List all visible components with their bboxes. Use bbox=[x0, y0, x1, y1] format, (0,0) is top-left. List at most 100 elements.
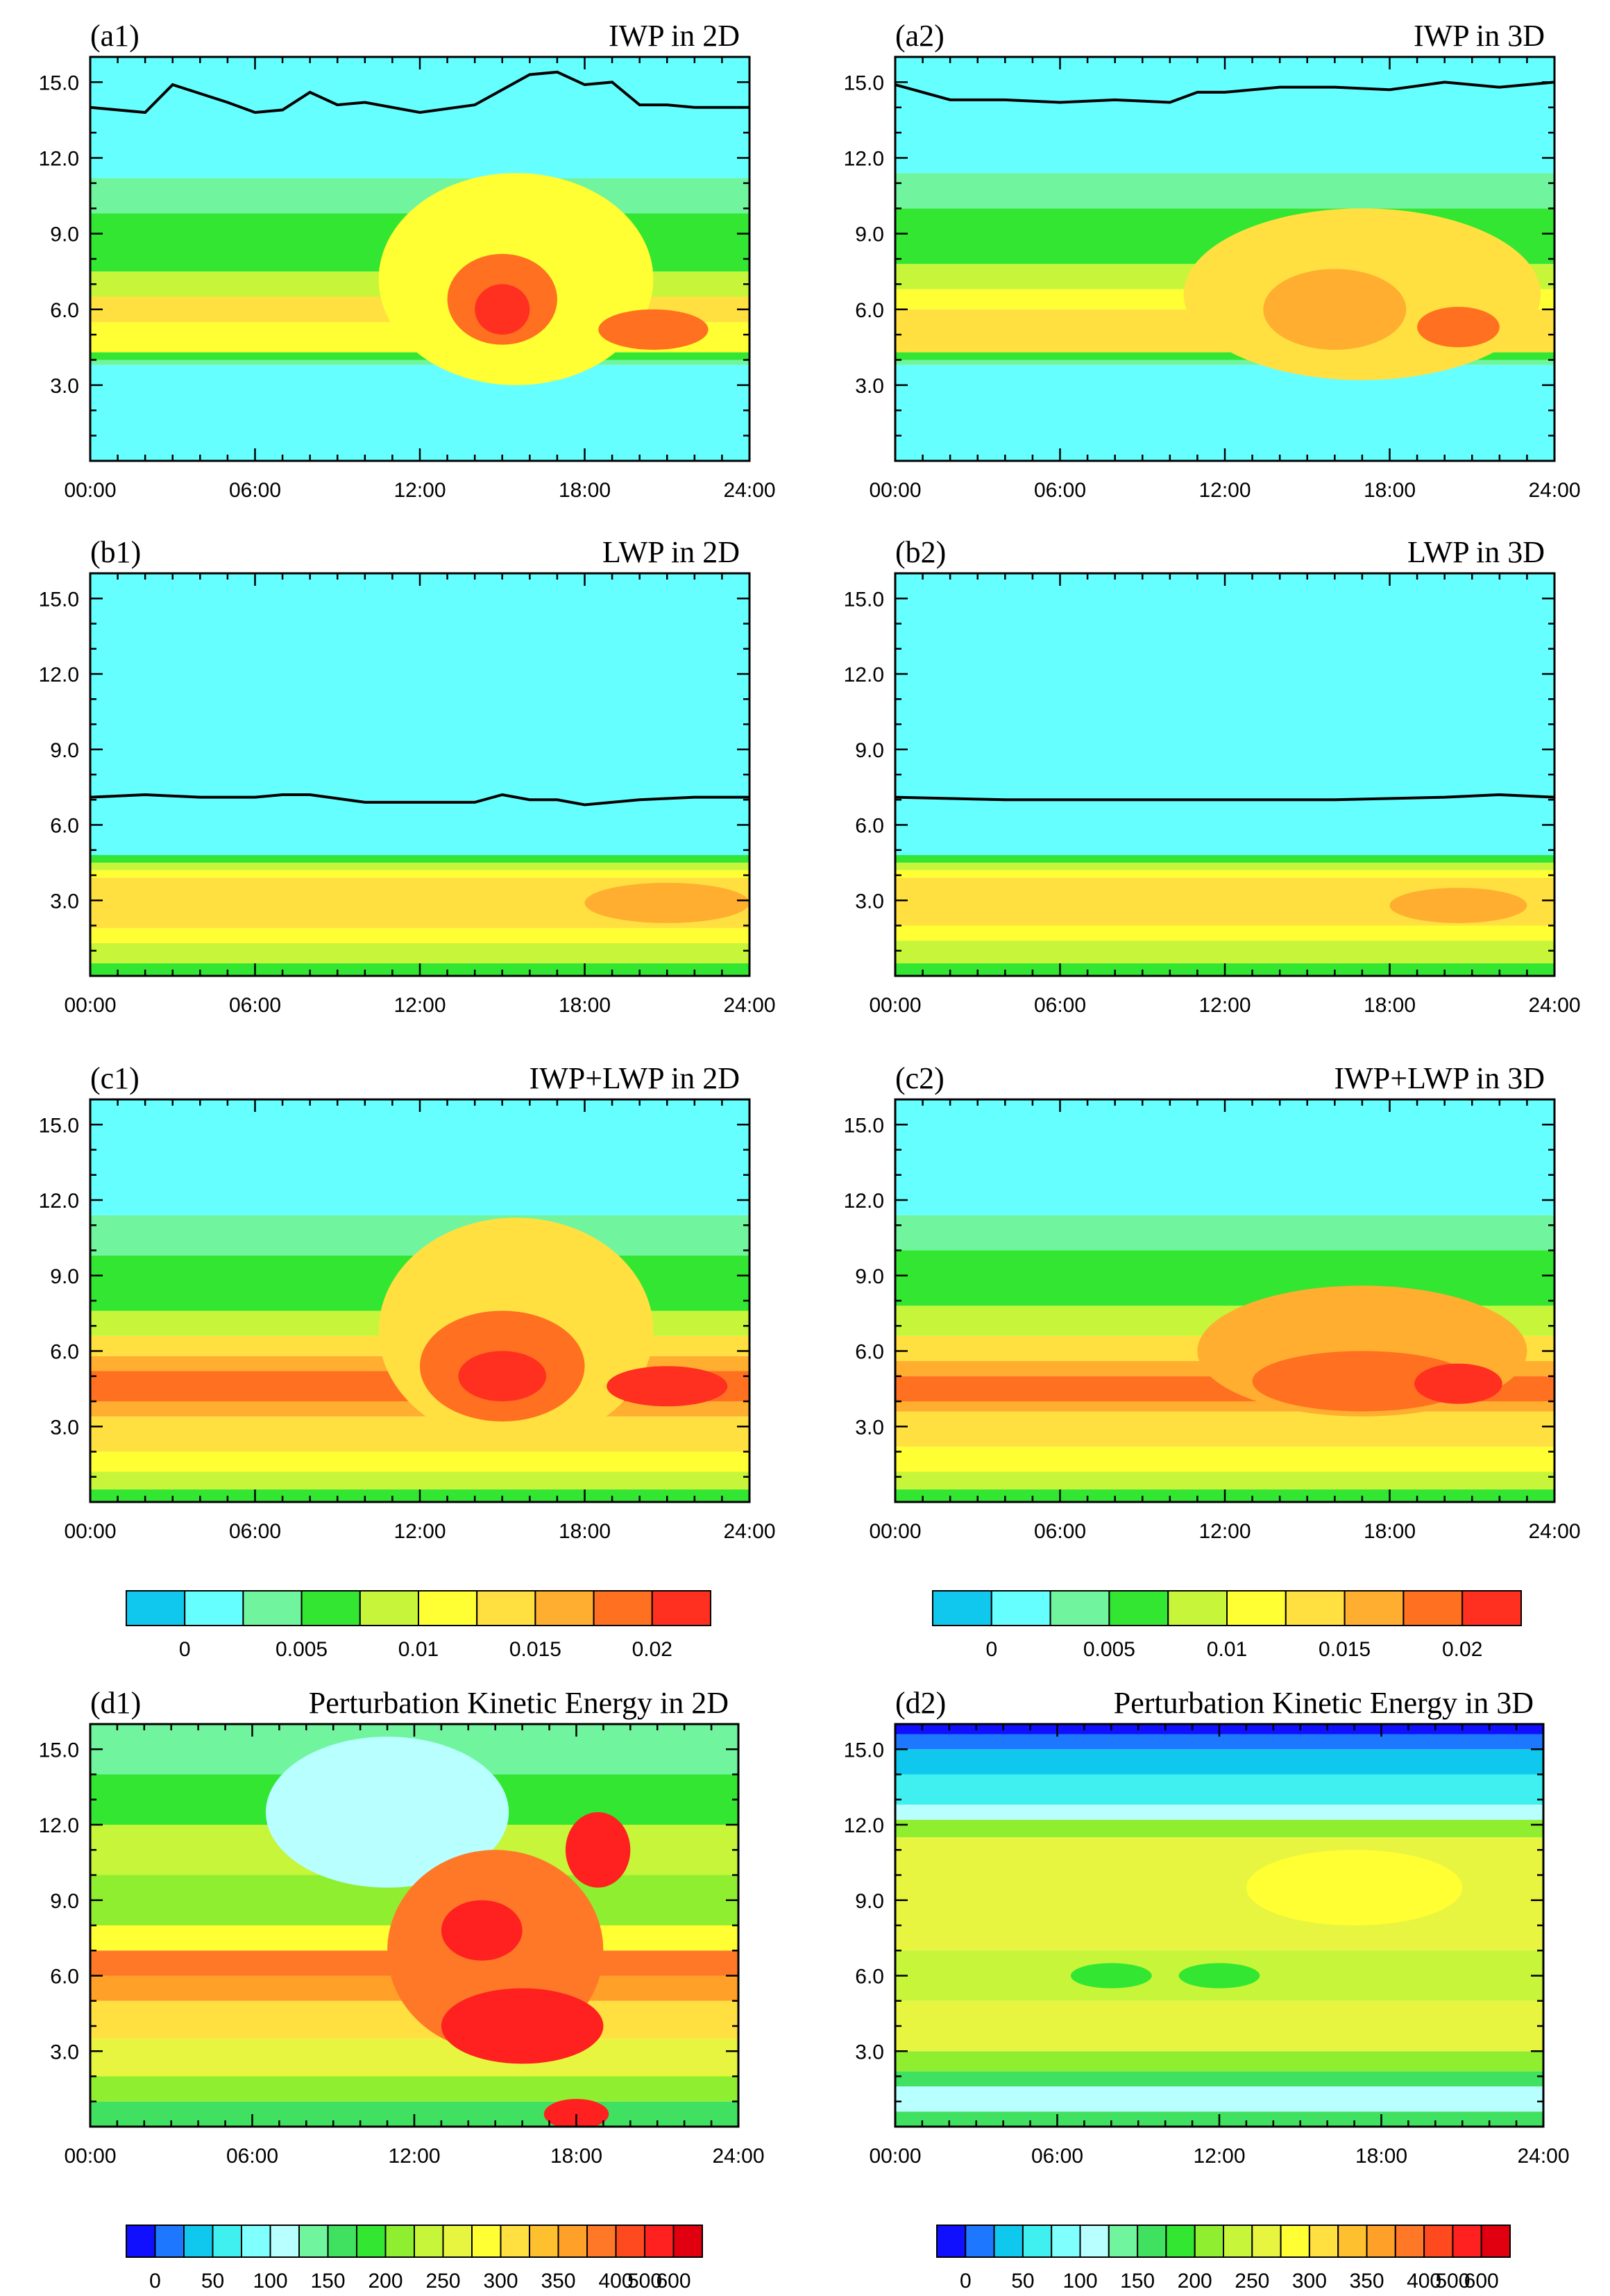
contour-band bbox=[90, 364, 749, 461]
y-tick-label: 12.0 bbox=[39, 1814, 79, 1837]
colorbar-cell bbox=[1308, 2225, 1339, 2258]
colorbar-label: 300 bbox=[483, 2270, 518, 2293]
contour-band bbox=[90, 360, 749, 365]
x-tick-label: 06:00 bbox=[1034, 1520, 1086, 1543]
x-tick-label: 06:00 bbox=[1034, 479, 1086, 502]
x-tick-label: 06:00 bbox=[229, 1520, 281, 1543]
x-tick-label: 06:00 bbox=[226, 2145, 278, 2168]
colorbar-label: 600 bbox=[1464, 2270, 1499, 2293]
contour-band bbox=[90, 2038, 738, 2077]
panel-tag: (a2) bbox=[895, 19, 944, 53]
y-tick-label: 15.0 bbox=[39, 1114, 79, 1137]
x-tick-label: 18:00 bbox=[559, 1520, 611, 1543]
colorbar-cell bbox=[1022, 2225, 1053, 2258]
colorbar-label: 50 bbox=[1011, 2270, 1034, 2293]
x-tick-label: 00:00 bbox=[64, 994, 116, 1017]
x-tick-label: 18:00 bbox=[1364, 994, 1416, 1017]
contour-cell bbox=[1414, 1363, 1502, 1404]
x-tick-label: 18:00 bbox=[1355, 2145, 1407, 2168]
colorbar-label: 50 bbox=[201, 2270, 224, 2293]
x-tick-label: 12:00 bbox=[1198, 1520, 1251, 1543]
water-path-colorbar-left: 0 0.005 0.01 0.015 0.02 bbox=[126, 1590, 711, 1661]
colorbar-cell bbox=[1223, 2225, 1253, 2258]
panel-tag: (c1) bbox=[90, 1061, 139, 1095]
contour-band bbox=[895, 352, 1554, 360]
y-tick-label: 12.0 bbox=[844, 664, 884, 686]
colorbar-cell bbox=[1049, 1590, 1110, 1626]
colorbar-cell bbox=[359, 1590, 419, 1626]
colorbar-label: 0.005 bbox=[276, 1638, 328, 1661]
contour-band bbox=[90, 1471, 749, 1489]
y-tick-label: 3.0 bbox=[855, 1416, 884, 1439]
contour-band bbox=[895, 1819, 1543, 1838]
y-tick-label: 12.0 bbox=[39, 664, 79, 686]
contour-band bbox=[895, 2000, 1543, 2052]
colorbar-cell bbox=[1452, 2225, 1482, 2258]
panel-title: IWP in 2D bbox=[609, 19, 740, 53]
x-tick-label: 24:00 bbox=[1517, 2145, 1569, 2168]
x-tick-label: 00:00 bbox=[869, 479, 921, 502]
colorbar-cell bbox=[1285, 1590, 1346, 1626]
colorbar-cell bbox=[1226, 1590, 1287, 1626]
panel-tag: (d2) bbox=[895, 1686, 946, 1720]
colorbar-cell bbox=[184, 1590, 244, 1626]
colorbar-cell bbox=[384, 2225, 415, 2258]
y-tick-label: 15.0 bbox=[844, 1114, 884, 1137]
ice-top-line bbox=[90, 70, 749, 115]
y-tick-label: 15.0 bbox=[39, 71, 79, 94]
panel-title: Perturbation Kinetic Energy in 3D bbox=[1114, 1686, 1534, 1720]
contour-cell bbox=[1246, 1850, 1463, 1925]
y-tick-label: 6.0 bbox=[50, 299, 79, 322]
colorbar-label: 500 bbox=[1435, 2270, 1470, 2293]
x-tick-label: 00:00 bbox=[869, 2145, 921, 2168]
contour-band bbox=[90, 57, 749, 178]
colorbar-label: 600 bbox=[656, 2270, 690, 2293]
colorbar-cell bbox=[442, 2225, 473, 2258]
y-tick-label: 3.0 bbox=[855, 2041, 884, 2063]
contour-cell bbox=[598, 309, 709, 350]
x-tick-label: 18:00 bbox=[550, 2145, 602, 2168]
x-tick-label: 12:00 bbox=[393, 479, 446, 502]
contour-band bbox=[90, 573, 749, 855]
colorbar-cell bbox=[1108, 1590, 1169, 1626]
x-tick-label: 06:00 bbox=[1031, 2145, 1083, 2168]
colorbar-cell bbox=[1194, 2225, 1224, 2258]
colorbar-label: 200 bbox=[1178, 2270, 1212, 2293]
x-tick-label: 18:00 bbox=[559, 994, 611, 1017]
panel-tag: (d1) bbox=[90, 1686, 141, 1720]
colorbar-cell bbox=[1337, 2225, 1368, 2258]
contour-band bbox=[895, 1215, 1554, 1251]
x-tick-label: 12:00 bbox=[1198, 479, 1251, 502]
colorbar-cell bbox=[298, 2225, 329, 2258]
colorbar-label: 250 bbox=[1235, 2270, 1269, 2293]
y-tick-label: 6.0 bbox=[50, 1341, 79, 1364]
x-tick-label: 00:00 bbox=[869, 994, 921, 1017]
colorbar-label: 350 bbox=[1349, 2270, 1384, 2293]
colorbar-label: 150 bbox=[310, 2270, 345, 2293]
contour-cell bbox=[607, 1366, 728, 1407]
colorbar-cell bbox=[586, 2225, 617, 2258]
x-tick-label: 18:00 bbox=[559, 479, 611, 502]
x-tick-label: 24:00 bbox=[723, 994, 775, 1017]
colorbar-cell bbox=[1280, 2225, 1310, 2258]
colorbar-cell bbox=[126, 2225, 156, 2258]
y-tick-label: 15.0 bbox=[844, 1739, 884, 1762]
ice-top-line bbox=[895, 793, 1554, 802]
colorbar-label: 0.005 bbox=[1083, 1638, 1135, 1661]
panel-title: IWP+LWP in 2D bbox=[529, 1061, 740, 1095]
y-tick-label: 6.0 bbox=[855, 1341, 884, 1364]
colorbar-label: 200 bbox=[368, 2270, 402, 2293]
contour-band bbox=[895, 870, 1554, 878]
contour-cell bbox=[584, 882, 749, 923]
contour-band bbox=[895, 360, 1554, 365]
contour-band bbox=[895, 1774, 1543, 1805]
colorbar-cell bbox=[965, 2225, 995, 2258]
colorbar-cell bbox=[183, 2225, 214, 2258]
colorbar-label: 0.02 bbox=[632, 1638, 672, 1661]
colorbar-cell bbox=[990, 1590, 1051, 1626]
x-tick-label: 18:00 bbox=[1364, 1520, 1416, 1543]
colorbar-cell bbox=[1423, 2225, 1454, 2258]
colorbar-cell bbox=[241, 2225, 271, 2258]
panel-a2: 00:00 06:00 12:00 18:00 24:00 3.0 6.0 9.0 12.0 15… bbox=[844, 19, 1581, 502]
